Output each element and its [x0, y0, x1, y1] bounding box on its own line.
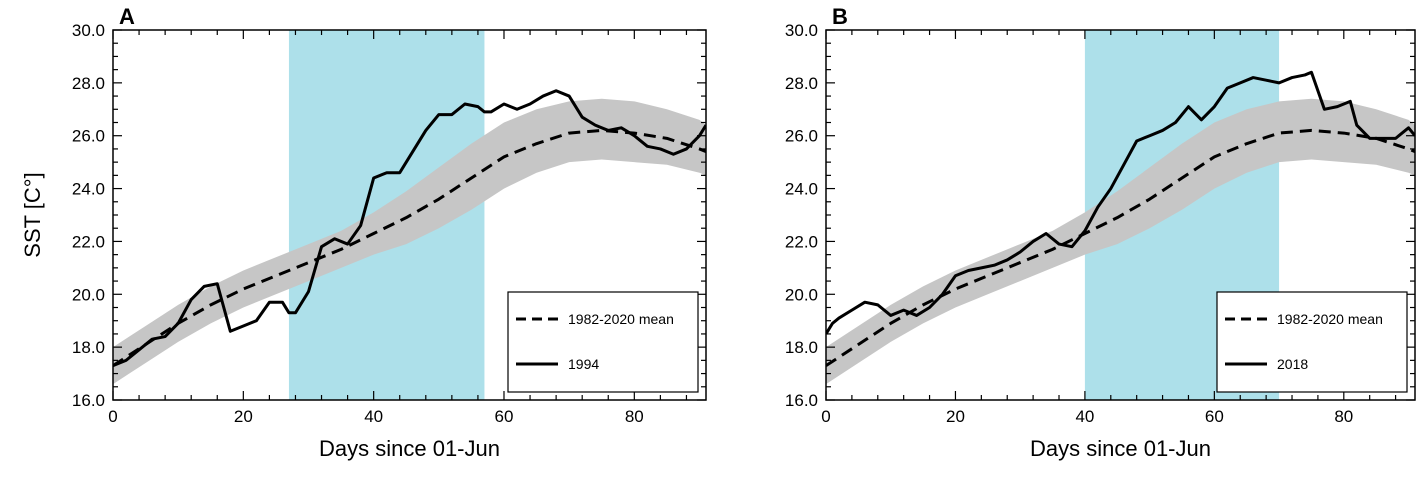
x-tick-label: 40	[364, 407, 383, 426]
x-tick-label: 0	[821, 407, 830, 426]
legend-label: 2018	[1277, 356, 1308, 372]
legend: 1982-2020 mean 1994	[507, 291, 699, 393]
y-tick-label: 20.0	[785, 285, 818, 304]
year-line-2018	[826, 70, 1415, 335]
x-axis-title: Days since 01-Jun	[319, 436, 500, 461]
legend-label: 1982-2020 mean	[1277, 311, 1383, 327]
panel-b: 0 20 40 60 80 16.0 18.0 20.0 22.0 24.0 26.0 28.0 30.…	[785, 4, 1416, 461]
x-tick-label: 40	[1075, 407, 1094, 426]
y-tick-label: 28.0	[785, 74, 818, 93]
panel-a: 0 20 40 60 80 16.0 18.0 20.0 22.0 24.0 26.0 28.0 30.…	[20, 4, 707, 461]
y-tick-label: 16.0	[785, 391, 818, 410]
x-axis-title: Days since 01-Jun	[1030, 436, 1211, 461]
plot-area	[826, 30, 1415, 400]
legend: 1982-2020 mean 2018	[1216, 291, 1408, 393]
y-tick-label: 22.0	[72, 232, 105, 251]
year-line-1994	[113, 89, 706, 368]
x-tick-label: 80	[1334, 407, 1353, 426]
spread-band	[826, 98, 1415, 385]
x-tick-label: 20	[234, 407, 253, 426]
y-tick-label: 24.0	[72, 180, 105, 199]
x-tick-label: 60	[1205, 407, 1224, 426]
y-tick-label: 18.0	[72, 338, 105, 357]
panel-label: A	[119, 4, 135, 29]
plot-area	[113, 30, 706, 400]
legend-box	[507, 291, 699, 393]
y-axis-title: SST [C°]	[20, 172, 45, 257]
legend-label: 1994	[568, 356, 599, 372]
y-tick-label: 16.0	[72, 391, 105, 410]
y-tick-label: 20.0	[72, 285, 105, 304]
y-tick-label: 22.0	[785, 232, 818, 251]
y-tick-label: 30.0	[72, 21, 105, 40]
spread-band	[113, 98, 706, 385]
panel-label: B	[832, 4, 848, 29]
legend-label: 1982-2020 mean	[568, 311, 674, 327]
y-tick-label: 26.0	[785, 127, 818, 146]
y-tick-label: 28.0	[72, 74, 105, 93]
x-tick-label: 20	[946, 407, 965, 426]
x-tick-label: 80	[625, 407, 644, 426]
y-tick-label: 30.0	[785, 21, 818, 40]
legend-box	[1216, 291, 1408, 393]
y-tick-label: 24.0	[785, 180, 818, 199]
x-tick-label: 60	[495, 407, 514, 426]
y-tick-label: 18.0	[785, 338, 818, 357]
mean-line	[826, 128, 1415, 367]
y-tick-label: 26.0	[72, 127, 105, 146]
x-tick-label: 0	[108, 407, 117, 426]
